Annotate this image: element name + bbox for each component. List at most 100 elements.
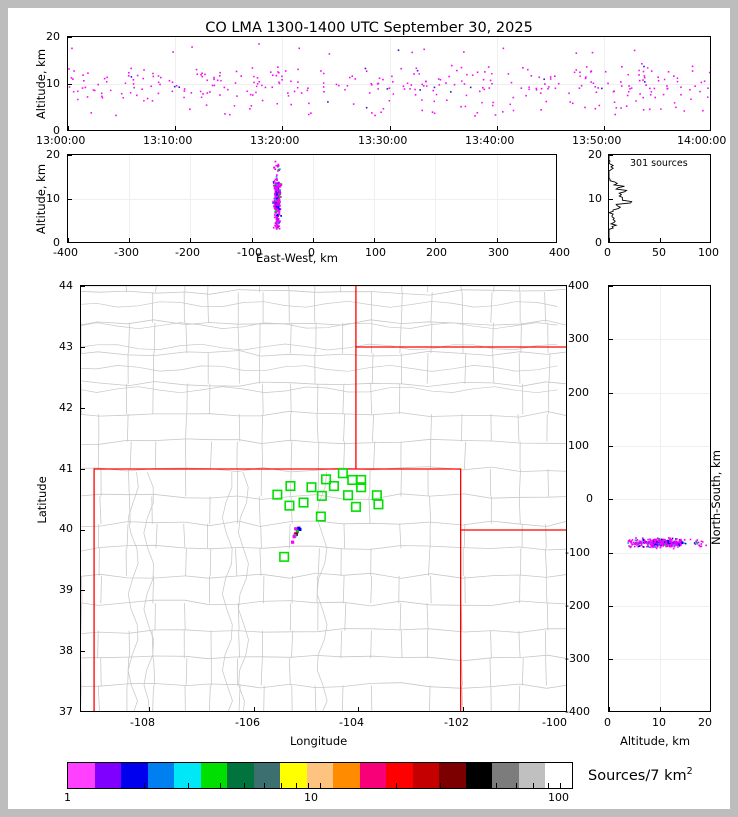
- axis-tick: [190, 238, 191, 242]
- colorbar-segment: [94, 763, 122, 788]
- sources-colorbar[interactable]: [67, 762, 573, 789]
- axis-tick: [609, 339, 613, 340]
- y-tick-label: 20: [588, 148, 602, 161]
- colorbar-segment: [412, 763, 440, 788]
- colorbar-tick-label: 100: [548, 791, 569, 804]
- colorbar-tick: [395, 783, 397, 788]
- x-tick-label: -104: [339, 716, 364, 729]
- x-axis-label: Altitude, km: [620, 734, 691, 748]
- source-count-annotation: 301 sources: [630, 158, 688, 169]
- y-tick-label: 300: [568, 332, 589, 345]
- axis-tick: [609, 238, 610, 242]
- gridline: [609, 659, 710, 660]
- axis-tick: [609, 199, 613, 200]
- axis-tick: [68, 199, 72, 200]
- gridline: [609, 339, 710, 340]
- y-tick-label: 20: [46, 148, 60, 161]
- gridline: [609, 553, 710, 554]
- colorbar-segment: [545, 763, 572, 788]
- x-tick-label: 0: [604, 246, 611, 259]
- gridline: [374, 155, 375, 242]
- colorbar-tick: [143, 783, 145, 788]
- y-tick-label: 44: [59, 279, 73, 292]
- colorbar-tick-label: 1: [64, 791, 71, 804]
- gridline: [313, 155, 314, 242]
- y-tick-label: 38: [59, 644, 73, 657]
- gridline: [609, 393, 710, 394]
- axis-tick: [660, 238, 661, 242]
- axis-tick: [609, 659, 613, 660]
- axis-tick: [282, 126, 283, 130]
- gridline: [68, 199, 556, 200]
- axis-tick: [609, 499, 613, 500]
- x-tick-label: 100: [365, 246, 386, 259]
- x-tick-label: -300: [114, 246, 139, 259]
- axis-tick: [358, 707, 359, 711]
- x-tick-label: -400: [53, 246, 78, 259]
- colorbar-tick: [440, 783, 442, 788]
- gridline: [609, 446, 710, 447]
- axis-tick: [710, 707, 711, 711]
- axis-tick: [604, 126, 605, 130]
- axis-tick: [497, 126, 498, 130]
- axis-tick: [68, 155, 72, 156]
- colorbar-label-exponent: 2: [686, 766, 693, 777]
- y-tick-label: 40: [59, 522, 73, 535]
- axis-tick: [81, 347, 85, 348]
- map-panel[interactable]: [80, 285, 567, 712]
- colorbar-tick: [308, 783, 310, 788]
- y-tick-label: 400: [568, 279, 589, 292]
- colorbar-tick: [532, 783, 534, 788]
- axis-tick: [609, 155, 613, 156]
- x-tick-label: 13:10:00: [143, 134, 193, 147]
- x-tick-label: 100: [698, 246, 719, 259]
- y-tick-label: 0: [53, 124, 60, 137]
- axis-tick: [374, 238, 375, 242]
- x-tick-label: 20: [698, 716, 712, 729]
- axis-tick: [129, 238, 130, 242]
- x-tick-label: 0: [604, 716, 611, 729]
- axis-tick: [81, 408, 85, 409]
- axis-tick: [609, 707, 610, 711]
- colorbar-tick: [219, 783, 221, 788]
- x-tick-label: 300: [488, 246, 509, 259]
- axis-tick: [68, 37, 72, 38]
- time-altitude-panel[interactable]: [67, 36, 711, 131]
- x-tick-label: 14:00:00: [677, 134, 727, 147]
- gridline: [68, 84, 710, 85]
- axis-tick: [710, 126, 711, 130]
- altitude-histogram-panel[interactable]: [608, 154, 711, 243]
- axis-tick: [81, 469, 85, 470]
- gridline: [660, 286, 661, 711]
- gridline: [175, 37, 176, 130]
- axis-tick: [435, 238, 436, 242]
- north-south-altitude-panel[interactable]: [608, 285, 711, 712]
- figure-canvas: CO LMA 1300-1400 UTC September 30, 2025 …: [8, 8, 730, 809]
- colorbar-tick: [295, 783, 297, 788]
- y-tick-label: -100: [565, 546, 590, 559]
- colorbar-tick: [547, 783, 549, 788]
- east-west-altitude-panel[interactable]: [67, 154, 557, 243]
- axis-tick: [463, 707, 464, 711]
- axis-tick: [609, 553, 613, 554]
- gridline: [190, 155, 191, 242]
- axis-tick: [609, 446, 613, 447]
- colorbar-tick: [280, 783, 282, 788]
- axis-tick: [609, 286, 613, 287]
- page-title: CO LMA 1300-1400 UTC September 30, 2025: [205, 20, 533, 36]
- y-axis-label: Altitude, km: [34, 163, 48, 235]
- colorbar-segment: [121, 763, 148, 788]
- colorbar-tick: [244, 783, 246, 788]
- axis-tick: [609, 393, 613, 394]
- x-tick-label: 13:00:00: [36, 134, 86, 147]
- colorbar-segment: [174, 763, 201, 788]
- y-tick-label: 10: [588, 192, 602, 205]
- x-tick-label: -106: [235, 716, 260, 729]
- y-tick-label: 39: [59, 583, 73, 596]
- x-tick-label: 13:50:00: [572, 134, 622, 147]
- altitude-histogram-curve: [609, 155, 633, 242]
- x-tick-label: 13:20:00: [250, 134, 300, 147]
- gridline: [252, 155, 253, 242]
- x-tick-label: -108: [130, 716, 155, 729]
- axis-tick: [556, 238, 557, 242]
